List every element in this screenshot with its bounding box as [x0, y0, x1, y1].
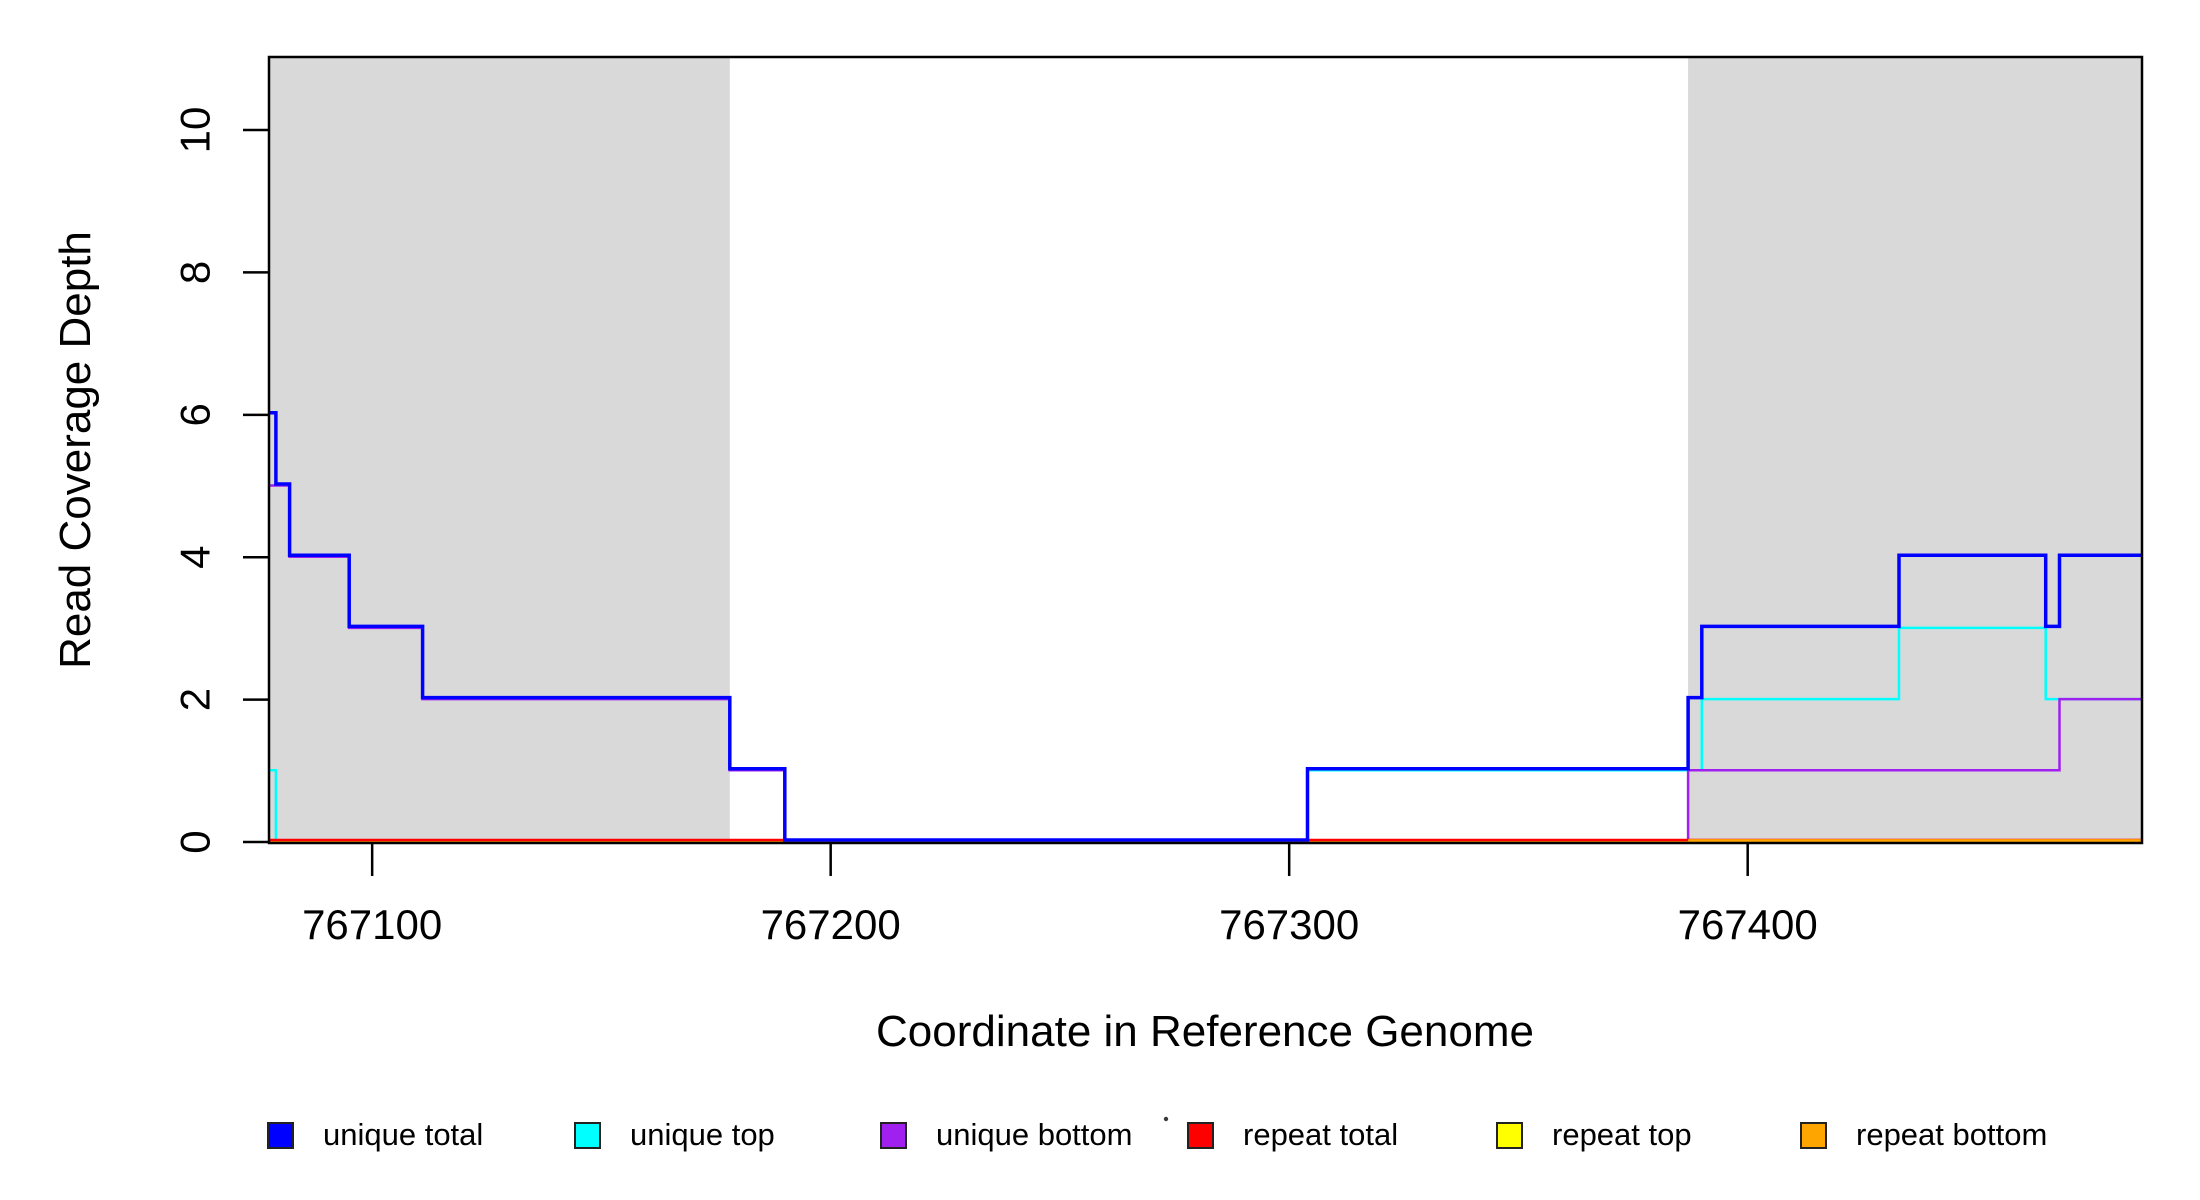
y-tick-label: 10 [172, 107, 219, 154]
legend-item-unique-top: unique top [574, 1117, 775, 1152]
legend-item-repeat-top: repeat top [1496, 1117, 1692, 1152]
shaded-repeat-regions [269, 57, 2142, 843]
legend: unique total unique top unique bottom repea… [267, 1117, 2047, 1152]
legend-label-unique-top: unique top [630, 1117, 775, 1152]
x-tick-label: 767400 [1678, 901, 1818, 948]
legend-item-repeat-total: repeat total [1187, 1117, 1398, 1152]
stray-dot [1163, 1116, 1169, 1122]
x-tick-label: 767200 [761, 901, 901, 948]
plot-border [267, 55, 2144, 845]
legend-swatch-repeat-bottom [1800, 1122, 1827, 1149]
y-axis-title: Read Coverage Depth [51, 231, 100, 669]
annotations-layer [1163, 1116, 1169, 1122]
y-tick-label: 8 [172, 261, 219, 284]
y-tick-label: 6 [172, 403, 219, 426]
series-line-unique-top [269, 626, 2142, 843]
legend-swatch-repeat-top [1496, 1122, 1523, 1149]
shaded-repeat-region-2 [1688, 57, 2142, 843]
legend-swatch-unique-bottom [880, 1122, 907, 1149]
shaded-repeat-region-1 [269, 57, 730, 843]
series-line-unique-total [269, 411, 2142, 842]
axis-ticks: 767100 767200 767300 767400 0 2 4 6 8 10 [172, 107, 1818, 948]
legend-label-unique-bottom: unique bottom [936, 1117, 1132, 1152]
legend-label-unique-total: unique total [323, 1117, 483, 1152]
x-axis-title: Coordinate in Reference Genome [876, 1007, 1534, 1056]
legend-label-repeat-bottom: repeat bottom [1856, 1117, 2047, 1152]
legend-item-repeat-bottom: repeat bottom [1800, 1117, 2047, 1152]
y-tick-label: 4 [172, 546, 219, 569]
y-tick-label: 0 [172, 830, 219, 853]
legend-item-unique-total: unique total [267, 1117, 483, 1152]
legend-label-repeat-top: repeat top [1552, 1117, 1692, 1152]
x-tick-label: 767100 [302, 901, 442, 948]
y-tick-label: 2 [172, 688, 219, 711]
legend-label-repeat-total: repeat total [1243, 1117, 1398, 1152]
plot-border-layer [267, 55, 2144, 845]
legend-swatch-unique-top [574, 1122, 601, 1149]
legend-swatch-unique-total [267, 1122, 294, 1149]
x-tick-label: 767300 [1219, 901, 1359, 948]
series-lines [269, 411, 2142, 843]
legend-item-unique-bottom: unique bottom [880, 1117, 1132, 1152]
legend-swatch-repeat-total [1187, 1122, 1214, 1149]
